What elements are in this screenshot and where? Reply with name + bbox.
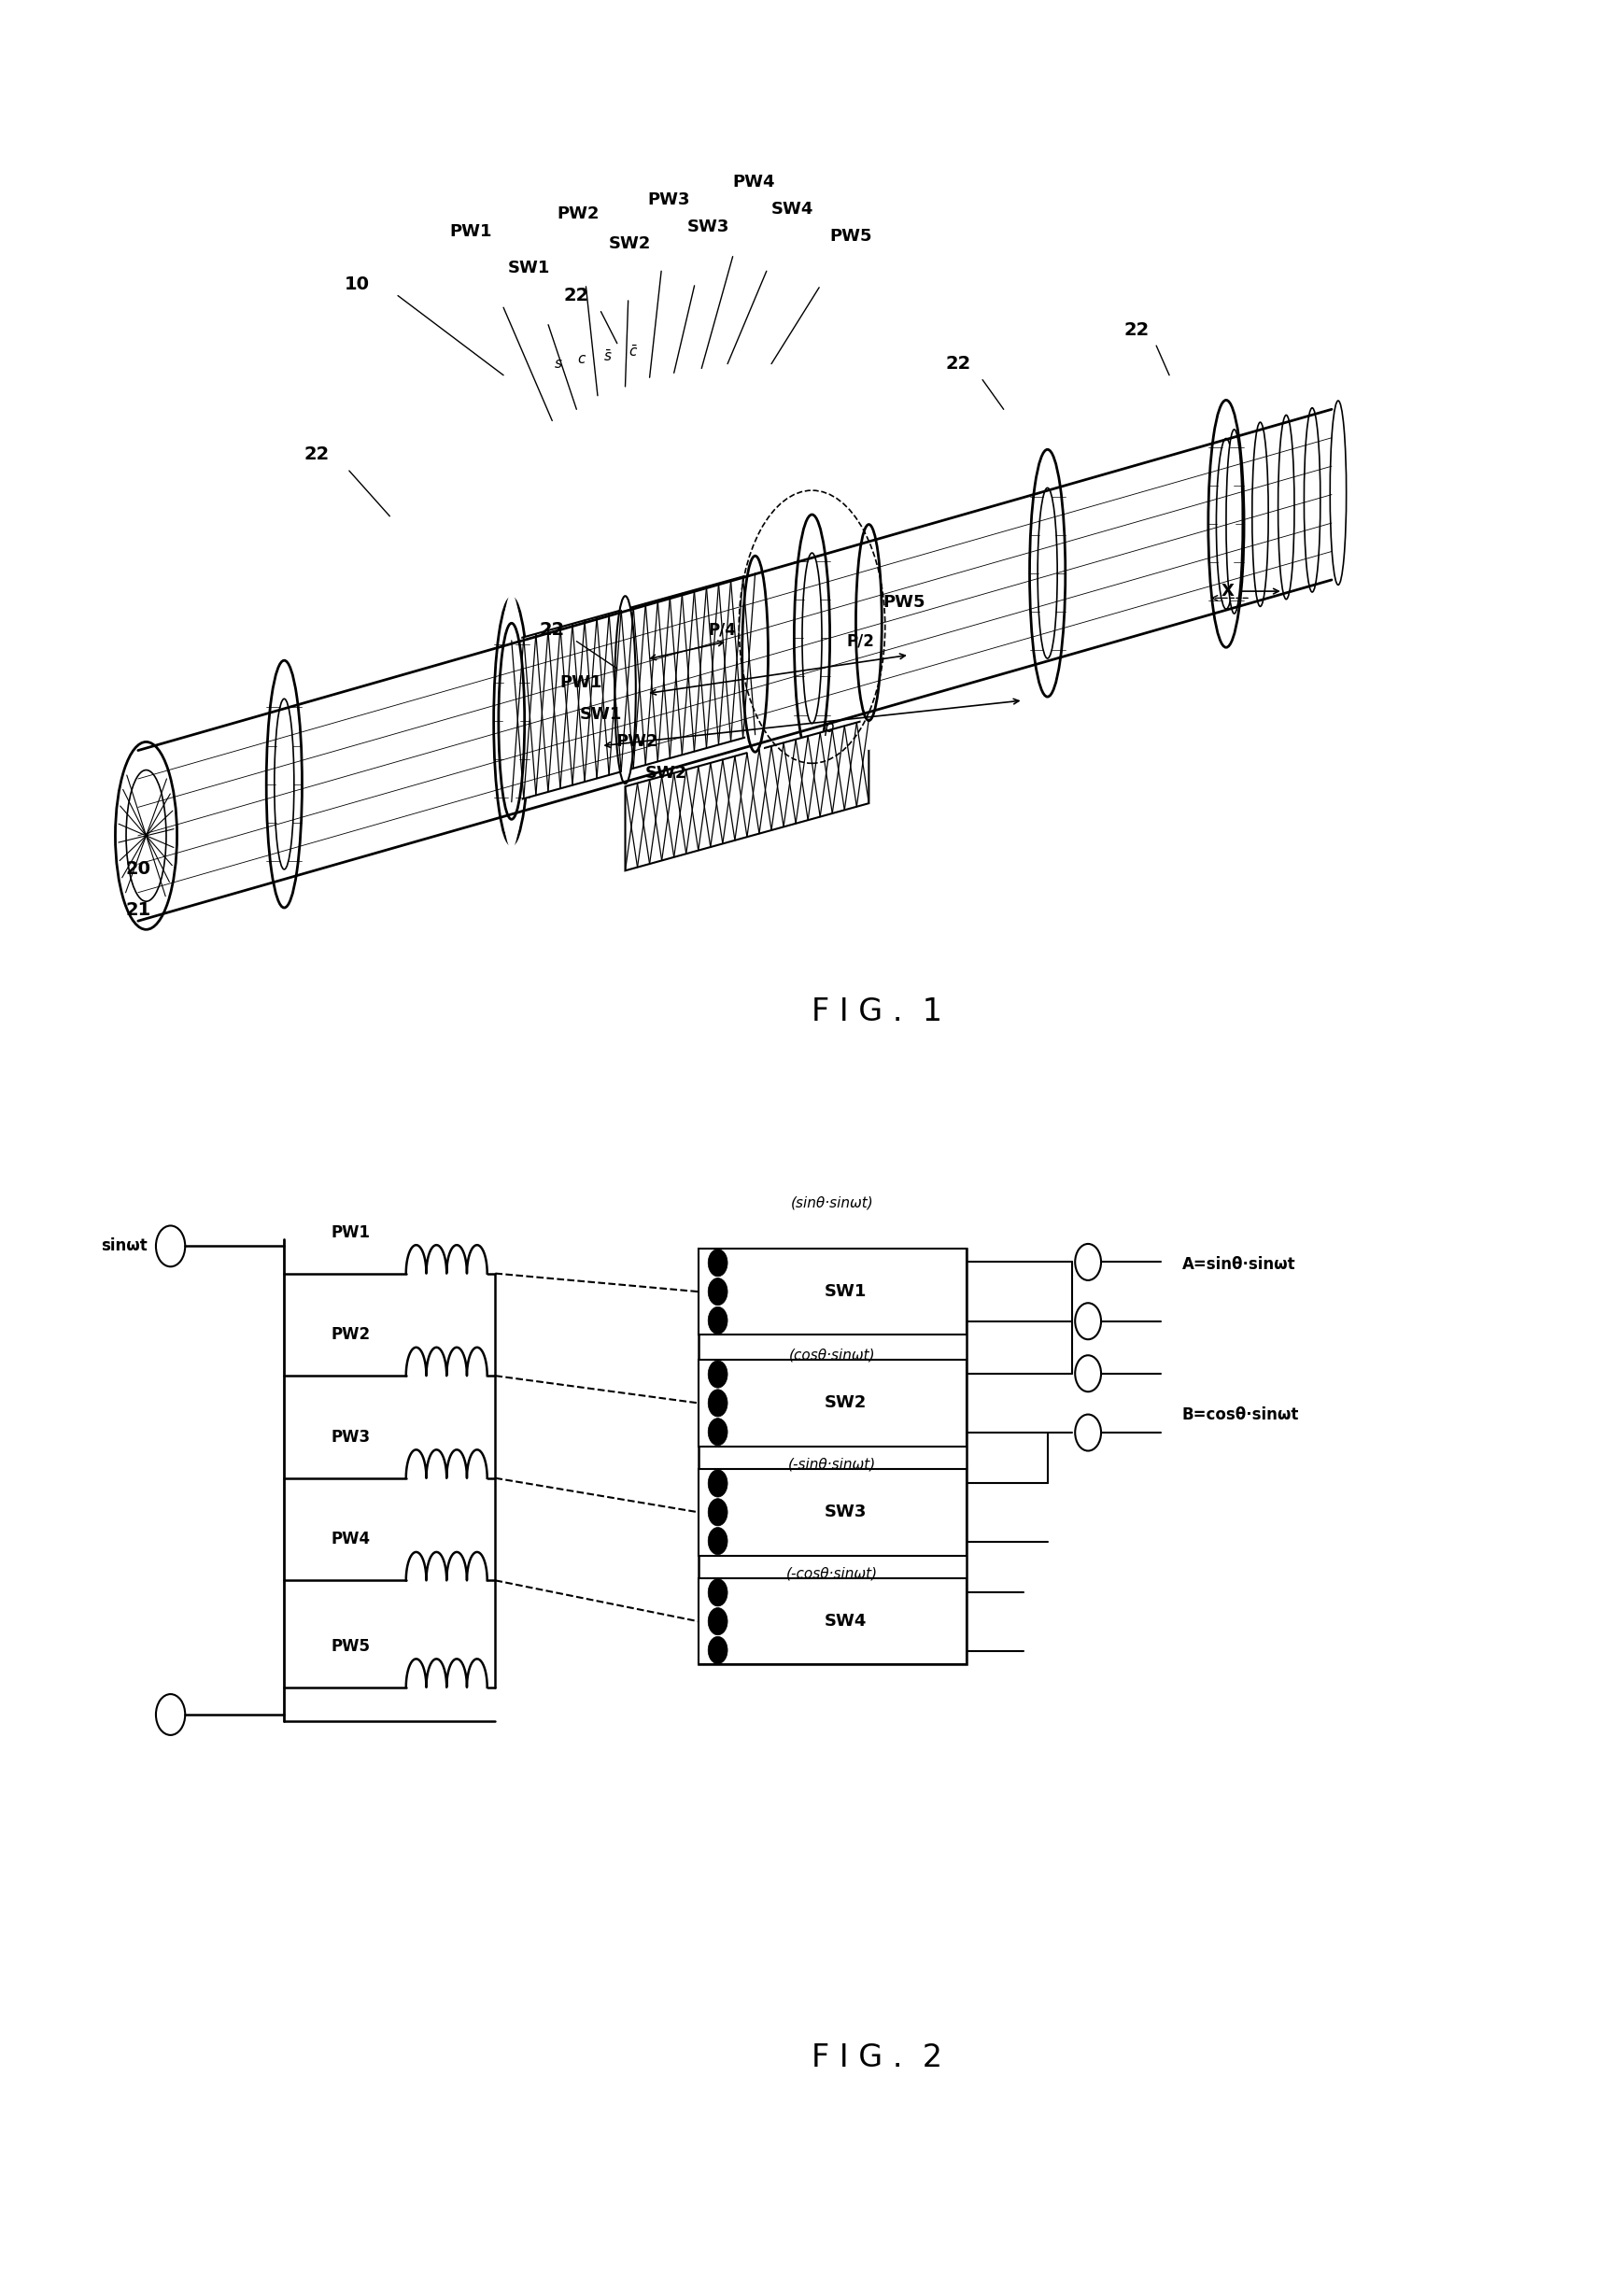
Circle shape bbox=[708, 1528, 728, 1555]
Ellipse shape bbox=[802, 553, 822, 723]
Text: p: p bbox=[823, 719, 833, 737]
Text: 22: 22 bbox=[304, 446, 330, 464]
Text: (-cosθ·sinωt): (-cosθ·sinωt) bbox=[786, 1567, 879, 1580]
Ellipse shape bbox=[1330, 400, 1346, 584]
Polygon shape bbox=[698, 1248, 966, 1335]
Circle shape bbox=[708, 1499, 728, 1526]
Circle shape bbox=[708, 1419, 728, 1446]
Ellipse shape bbox=[274, 698, 294, 869]
Polygon shape bbox=[625, 719, 869, 871]
Ellipse shape bbox=[614, 596, 637, 785]
Ellipse shape bbox=[786, 514, 838, 762]
Ellipse shape bbox=[115, 741, 177, 930]
Ellipse shape bbox=[742, 528, 768, 782]
Ellipse shape bbox=[499, 594, 525, 848]
Circle shape bbox=[708, 1308, 728, 1335]
Text: s: s bbox=[555, 357, 562, 371]
Text: 22: 22 bbox=[539, 621, 565, 639]
Text: $\bar{s}$: $\bar{s}$ bbox=[603, 350, 612, 364]
Text: 21: 21 bbox=[125, 901, 151, 919]
Text: PW4: PW4 bbox=[331, 1530, 370, 1549]
Text: SW3: SW3 bbox=[687, 218, 729, 236]
Text: SW1: SW1 bbox=[825, 1283, 867, 1301]
Text: B=cosθ·sinωt: B=cosθ·sinωt bbox=[1182, 1405, 1299, 1424]
Circle shape bbox=[708, 1389, 728, 1417]
Ellipse shape bbox=[1304, 407, 1320, 591]
Text: SW2: SW2 bbox=[645, 764, 687, 782]
Text: SW1: SW1 bbox=[508, 259, 551, 277]
Circle shape bbox=[708, 1278, 728, 1305]
Text: PW2: PW2 bbox=[331, 1326, 370, 1344]
Text: PW2: PW2 bbox=[557, 205, 599, 223]
Polygon shape bbox=[512, 573, 755, 803]
Text: PW5: PW5 bbox=[830, 227, 872, 246]
Text: SW4: SW4 bbox=[825, 1612, 867, 1630]
Ellipse shape bbox=[856, 496, 882, 750]
Text: F I G .  1: F I G . 1 bbox=[812, 996, 942, 1028]
Text: (-sinθ·sinωt): (-sinθ·sinωt) bbox=[788, 1458, 877, 1471]
Text: (sinθ·sinωt): (sinθ·sinωt) bbox=[791, 1196, 874, 1210]
Ellipse shape bbox=[1226, 430, 1242, 614]
Text: P/2: P/2 bbox=[846, 632, 875, 650]
Text: PW5: PW5 bbox=[883, 594, 926, 612]
Text: (cosθ·sinωt): (cosθ·sinωt) bbox=[789, 1348, 875, 1362]
Text: 22: 22 bbox=[945, 355, 971, 373]
Ellipse shape bbox=[502, 637, 521, 807]
Text: PW3: PW3 bbox=[648, 191, 690, 209]
Ellipse shape bbox=[1020, 450, 1075, 696]
Ellipse shape bbox=[1199, 400, 1254, 648]
Text: 22: 22 bbox=[564, 287, 590, 305]
Circle shape bbox=[708, 1608, 728, 1635]
Polygon shape bbox=[698, 1469, 966, 1555]
Circle shape bbox=[708, 1469, 728, 1496]
Text: 10: 10 bbox=[344, 275, 370, 293]
Text: PW5: PW5 bbox=[331, 1637, 370, 1655]
Text: SW1: SW1 bbox=[580, 705, 622, 723]
Text: PW1: PW1 bbox=[560, 673, 603, 691]
Polygon shape bbox=[698, 1360, 966, 1446]
Text: c: c bbox=[578, 352, 585, 366]
Ellipse shape bbox=[1252, 423, 1268, 607]
Text: 20: 20 bbox=[125, 860, 151, 878]
Text: $\bar{c}$: $\bar{c}$ bbox=[628, 346, 638, 359]
Text: 22: 22 bbox=[1124, 321, 1150, 339]
Ellipse shape bbox=[484, 598, 538, 846]
Circle shape bbox=[708, 1578, 728, 1605]
Ellipse shape bbox=[1216, 439, 1236, 609]
Text: PW1: PW1 bbox=[450, 223, 492, 241]
Ellipse shape bbox=[1278, 416, 1294, 600]
Polygon shape bbox=[698, 1578, 966, 1665]
Circle shape bbox=[708, 1248, 728, 1276]
Text: F I G .  2: F I G . 2 bbox=[812, 2042, 942, 2074]
Ellipse shape bbox=[257, 659, 312, 907]
Text: SW3: SW3 bbox=[825, 1503, 867, 1521]
Text: PW4: PW4 bbox=[732, 173, 775, 191]
Circle shape bbox=[708, 1360, 728, 1387]
Text: X: X bbox=[1221, 582, 1234, 600]
Text: sinωt: sinωt bbox=[101, 1237, 148, 1255]
Text: PW1: PW1 bbox=[331, 1223, 370, 1242]
Ellipse shape bbox=[1038, 489, 1057, 659]
Text: SW4: SW4 bbox=[771, 200, 814, 218]
Text: P/4: P/4 bbox=[708, 621, 737, 639]
Text: A=sinθ·sinωt: A=sinθ·sinωt bbox=[1182, 1255, 1296, 1273]
Text: PW2: PW2 bbox=[615, 732, 658, 750]
Text: SW2: SW2 bbox=[609, 234, 651, 252]
Text: PW3: PW3 bbox=[331, 1428, 370, 1446]
Text: SW2: SW2 bbox=[825, 1394, 867, 1412]
Circle shape bbox=[708, 1637, 728, 1665]
